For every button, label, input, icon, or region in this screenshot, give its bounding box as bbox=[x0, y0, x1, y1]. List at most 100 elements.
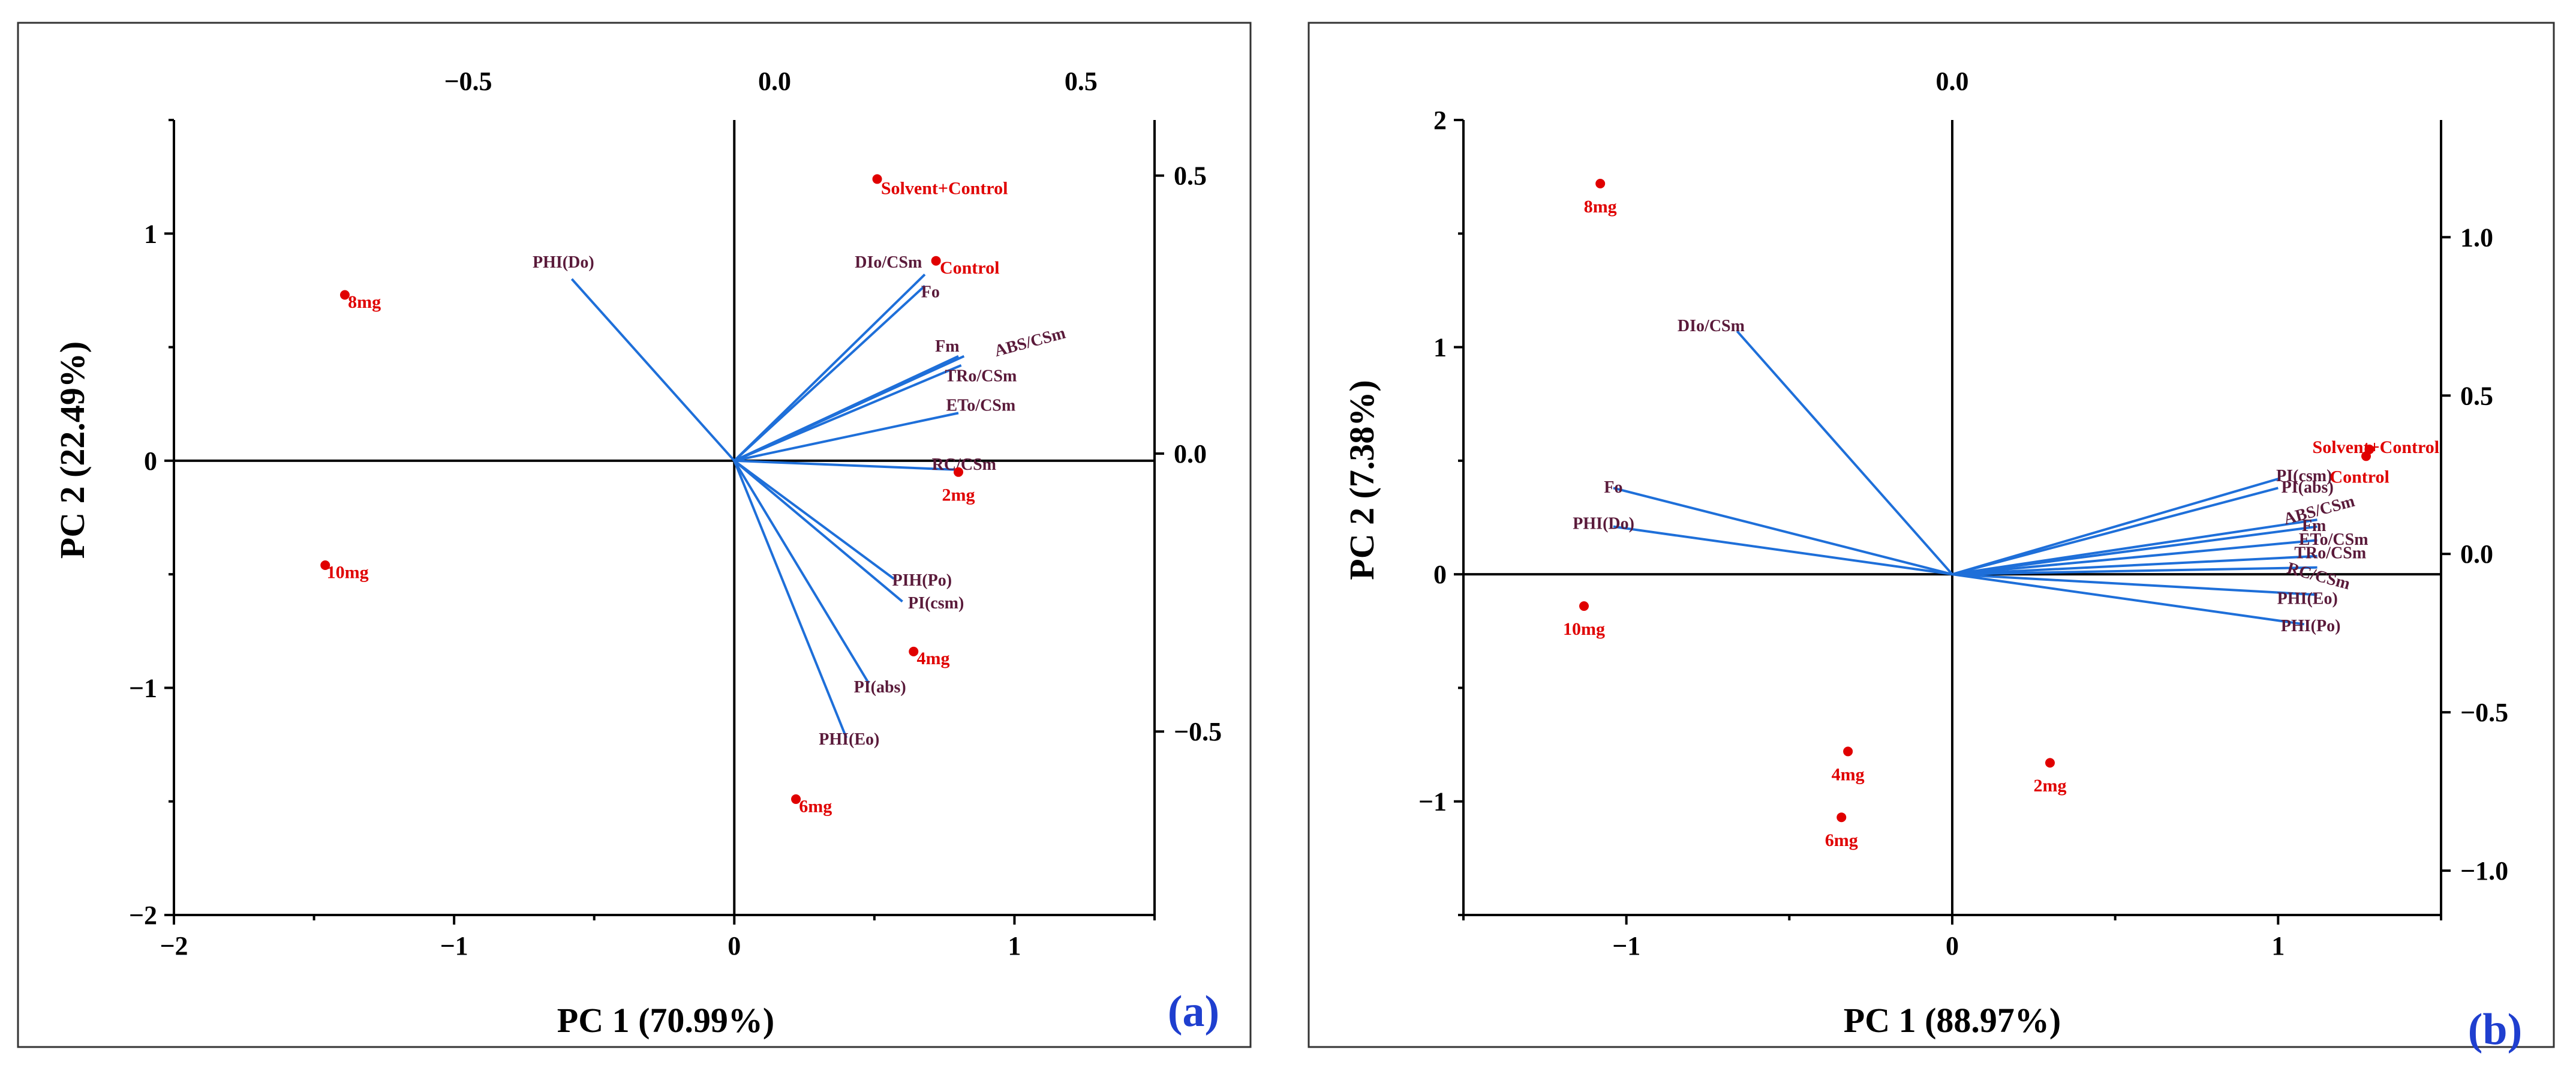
loading-label: TRo/CSm bbox=[2294, 544, 2366, 563]
score-point bbox=[320, 560, 330, 570]
loading-vector bbox=[733, 460, 847, 739]
score-point bbox=[931, 256, 941, 266]
score-label: 4mg bbox=[1832, 764, 1865, 784]
score-label: 8mg bbox=[1584, 197, 1617, 217]
y-axis-label: PC 2 (7.38%) bbox=[1342, 380, 1381, 580]
score-label: 2mg bbox=[942, 485, 975, 505]
loading-label: PI(abs) bbox=[2282, 478, 2334, 497]
y-tick-label: 0 bbox=[1433, 560, 1447, 589]
score-label: 2mg bbox=[2034, 776, 2067, 796]
top-tick-label: 0.0 bbox=[1936, 67, 1969, 96]
score-point bbox=[339, 290, 350, 300]
x-axis-label: PC 1 (70.99%) bbox=[557, 1001, 774, 1040]
y-tick-label: 1 bbox=[144, 219, 157, 248]
loading-label: RC/CSm bbox=[932, 455, 996, 474]
right-tick-label: 0.5 bbox=[1174, 161, 1207, 191]
panel-a: −2 −1 0 1 −2 −1 0 1 −0.5 0.0 0.5 −0.5 0.0 0.5 PC 1 (70… bbox=[17, 22, 1252, 1048]
x-tick-label: 1 bbox=[2271, 931, 2285, 961]
loading-label: TRo/CSm bbox=[945, 367, 1017, 385]
score-label: Control bbox=[940, 258, 999, 278]
loading-vector bbox=[1952, 566, 2318, 576]
score-label: Control bbox=[2329, 467, 2389, 487]
top-tick-label: 0.5 bbox=[1065, 67, 1098, 96]
x-tick-label: −1 bbox=[440, 931, 468, 961]
y-tick-label: 2 bbox=[1433, 106, 1447, 135]
score-label: 6mg bbox=[1825, 830, 1858, 850]
score-point bbox=[954, 467, 963, 477]
y-tick-label: 1 bbox=[1433, 333, 1447, 362]
loading-label: PI(csm) bbox=[2276, 467, 2332, 485]
panel-label: (b) bbox=[2468, 1005, 2522, 1054]
loading-vector bbox=[1952, 539, 2318, 576]
loading-vector bbox=[733, 284, 926, 462]
y-tick-label: −1 bbox=[129, 673, 157, 703]
score-point bbox=[1579, 601, 1589, 611]
score-label: 4mg bbox=[916, 649, 949, 668]
loading-vector bbox=[1952, 573, 2318, 596]
score-point bbox=[872, 174, 882, 184]
loading-label: PHI(Do) bbox=[533, 253, 594, 272]
score-label: 6mg bbox=[799, 796, 832, 816]
loading-vector bbox=[1613, 487, 1953, 576]
panel-frame bbox=[17, 22, 1252, 1048]
loading-label: PI(csm) bbox=[908, 594, 964, 613]
loading-label: PHI(Po) bbox=[2281, 617, 2341, 635]
score-label: 10mg bbox=[1563, 619, 1605, 639]
loading-label: Fm bbox=[2302, 517, 2326, 535]
loading-label: PHI(Eo) bbox=[819, 730, 879, 749]
loading-label: PI(abs) bbox=[854, 678, 906, 697]
score-point bbox=[909, 646, 919, 656]
loading-vector bbox=[734, 460, 895, 580]
loading-vector bbox=[734, 412, 959, 462]
loading-label: RC/CSm bbox=[2285, 559, 2352, 593]
loading-vector bbox=[733, 460, 870, 684]
panel-label: (a) bbox=[1168, 987, 1219, 1036]
loading-label: DIo/CSm bbox=[1678, 317, 1745, 335]
loading-label: ABS/CSm bbox=[993, 324, 1068, 361]
loading-vector bbox=[1613, 525, 1953, 576]
score-point bbox=[1595, 179, 1606, 188]
loading-vector bbox=[570, 278, 735, 462]
right-tick-label: −0.5 bbox=[1174, 717, 1222, 746]
y-tick-label: −1 bbox=[1418, 787, 1447, 817]
loading-label: PIH(Po) bbox=[892, 571, 952, 590]
right-tick-label: 0.0 bbox=[2460, 539, 2493, 569]
x-tick-label: 1 bbox=[1008, 931, 1021, 961]
loading-label: PHI(Do) bbox=[1573, 514, 1634, 533]
loading-vector bbox=[1952, 487, 2279, 576]
loading-label: Fo bbox=[1604, 478, 1622, 497]
score-label: Solvent+Control bbox=[881, 179, 1008, 199]
score-point bbox=[1836, 812, 1847, 823]
loading-label: Fm bbox=[935, 337, 959, 356]
score-label: 8mg bbox=[348, 292, 381, 312]
right-tick-label: −1.0 bbox=[2460, 856, 2508, 886]
x-tick-label: 0 bbox=[728, 931, 741, 961]
score-point bbox=[2045, 758, 2055, 768]
score-point bbox=[1843, 746, 1853, 757]
right-tick-label: 1.0 bbox=[2460, 223, 2493, 252]
x-tick-label: −2 bbox=[160, 931, 188, 961]
right-tick-label: −0.5 bbox=[2460, 698, 2508, 727]
loading-vector bbox=[1952, 525, 2318, 576]
loading-vector bbox=[1736, 330, 1953, 575]
loading-vector bbox=[734, 364, 962, 462]
loading-vector bbox=[734, 459, 959, 471]
x-axis-label: PC 1 (88.97%) bbox=[1844, 1001, 2061, 1040]
loading-label: ETo/CSm bbox=[2299, 530, 2368, 549]
top-tick-label: 0.0 bbox=[758, 67, 791, 96]
loading-vector bbox=[1952, 573, 2305, 626]
loading-label: DIo/CSm bbox=[855, 253, 922, 272]
x-tick-label: 0 bbox=[1946, 931, 1959, 961]
loading-label: Fo bbox=[921, 283, 940, 301]
y-axis-label: PC 2 (22.49%) bbox=[53, 341, 92, 559]
panel-b: −1 0 1 −1 0 1 2 0.0 −1.0 −0.5 0.0 0.5 1.0 PC 1 (88.97… bbox=[1307, 22, 2555, 1054]
right-tick-label: 0.0 bbox=[1174, 439, 1207, 469]
score-point bbox=[791, 794, 801, 804]
right-tick-label: 0.5 bbox=[2460, 381, 2493, 410]
score-label: 10mg bbox=[327, 562, 369, 582]
panel-frame bbox=[1307, 22, 2555, 1048]
loading-vector bbox=[1952, 478, 2279, 576]
loading-vector bbox=[734, 460, 903, 603]
y-tick-label: 0 bbox=[144, 446, 157, 476]
